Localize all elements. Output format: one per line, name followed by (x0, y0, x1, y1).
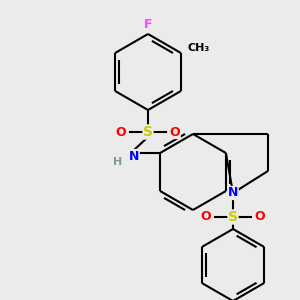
Text: N: N (129, 149, 139, 163)
Text: O: O (255, 211, 265, 224)
Text: N: N (228, 187, 238, 200)
Text: CH₃: CH₃ (188, 43, 210, 53)
Text: H: H (113, 157, 123, 167)
Text: F: F (144, 17, 152, 31)
Text: S: S (228, 210, 238, 224)
Text: O: O (116, 125, 126, 139)
Text: O: O (201, 211, 211, 224)
Text: S: S (143, 125, 153, 139)
Text: O: O (170, 125, 180, 139)
